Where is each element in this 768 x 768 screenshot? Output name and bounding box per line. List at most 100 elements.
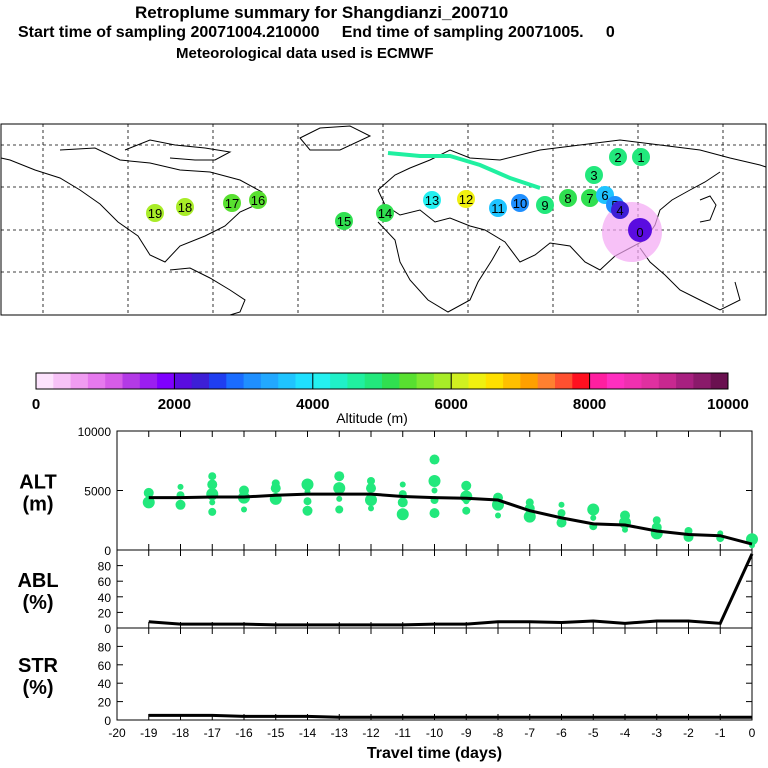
plume-centroid-label: 13 (425, 193, 439, 208)
x-tick-label: -6 (556, 726, 567, 740)
colorbar-cell (537, 373, 556, 389)
colorbar-cell (174, 373, 193, 389)
colorbar-cell (330, 373, 348, 389)
y-tick-label: 20 (98, 696, 112, 710)
met-data-note: Meteorological data used is ECMWF (176, 45, 434, 62)
y-tick-label: 0 (104, 622, 111, 636)
colorbar-cell (433, 373, 452, 389)
altitude-particle-point (241, 506, 247, 513)
plume-centroid-marker (581, 189, 599, 207)
altitude-particle-point (429, 454, 440, 465)
altitude-particle-point (208, 507, 217, 516)
plume-centroid-marker (489, 199, 507, 217)
plume-centroid-label: 0 (636, 225, 643, 240)
plume-centroid-marker (423, 191, 441, 209)
colorbar-tick-label: 4000 (296, 396, 329, 413)
colorbar-cell (226, 373, 245, 389)
colorbar-tick-label: 8000 (573, 396, 606, 413)
plume-centroid-label: 3 (590, 168, 597, 183)
y-tick-label: 20 (98, 606, 112, 620)
colorbar-cell (105, 373, 123, 389)
colorbar-cell (382, 373, 400, 389)
panel-ylabel-unit: (%) (22, 677, 53, 699)
colorbar-cell (641, 373, 660, 389)
sampling-times: Start time of sampling 20071004.210000 E… (18, 24, 615, 41)
x-tick-label: -2 (683, 726, 694, 740)
colorbar-cell (572, 373, 591, 389)
plume-centroid-label: 17 (225, 196, 239, 211)
altitude-particle-point (175, 499, 186, 510)
altitude-particle-point (301, 478, 314, 491)
colorbar-cell (399, 373, 418, 389)
colorbar-tick-label: 0 (32, 396, 40, 413)
altitude-particle-point (142, 496, 155, 509)
panel-ylabel-unit: (%) (22, 592, 53, 614)
y-tick-label: 60 (98, 659, 112, 673)
y-tick-label: 60 (98, 575, 112, 589)
x-tick-label: -16 (235, 726, 253, 740)
y-tick-label: 10000 (78, 425, 112, 439)
colorbar-cell (278, 373, 296, 389)
series-line (148, 492, 753, 546)
plume-centroid-marker (146, 204, 164, 222)
colorbar-cell (157, 373, 175, 389)
x-tick-label: -18 (172, 726, 190, 740)
plume-centroid-marker (376, 204, 394, 222)
colorbar-cell (468, 373, 487, 389)
altitude-particle-point (397, 497, 408, 508)
colorbar-cell (451, 373, 469, 389)
altitude-particle-point (335, 505, 344, 514)
colorbar-cell (710, 373, 729, 389)
colorbar-tick-label: 2000 (158, 396, 191, 413)
x-tick-label: -1 (715, 726, 726, 740)
colorbar-cell (312, 373, 331, 389)
colorbar-tick-label: 6000 (435, 396, 468, 413)
y-tick-label: 40 (98, 677, 112, 691)
x-tick-label: -13 (331, 726, 349, 740)
plume-centroid-label: 19 (148, 206, 162, 221)
plume-centroid-marker (631, 223, 649, 241)
colorbar-cell (658, 373, 677, 389)
colorbar-cell (520, 373, 539, 389)
altitude-particle-point (431, 487, 438, 494)
panel-alt: ALT(m) 10000 5000 0 (19, 425, 758, 558)
colorbar-cell (676, 373, 694, 389)
colorbar-cell (364, 373, 383, 389)
y-tick-label: 40 (98, 591, 112, 605)
altitude-particle-point (208, 472, 217, 481)
plume-centroid-marker (176, 198, 194, 216)
altitude-particle-point (495, 512, 501, 519)
plume-centroid-marker (511, 194, 529, 212)
plume-centroid-marker (335, 212, 353, 230)
x-tick-label: -15 (267, 726, 285, 740)
altitude-particle-point (462, 506, 471, 515)
plume-centroid-marker (457, 190, 475, 208)
plume-centroid-label: 18 (178, 200, 192, 215)
colorbar-cell (555, 373, 573, 389)
altitude-particle-point (461, 480, 472, 491)
altitude-particle-point (333, 482, 346, 495)
time-series-panels: ALT(m)1000050000ABL(%)806040200STR(%)806… (17, 425, 758, 762)
colorbar-cell (122, 373, 141, 389)
colorbar-cell (485, 373, 504, 389)
altitude-particle-point (302, 505, 313, 516)
colorbar-cell (693, 373, 712, 389)
plume-track (387, 151, 541, 190)
series-line (148, 553, 754, 627)
altitude-particle-point (590, 514, 597, 521)
x-tick-label: -3 (651, 726, 662, 740)
plume-centroid-label: 4 (616, 203, 623, 218)
panel-ylabel: STR (18, 655, 59, 677)
colorbar-cell (191, 373, 210, 389)
x-tick-label: -8 (493, 726, 504, 740)
y-tick-label: 80 (98, 560, 112, 574)
plume-centroid-marker (632, 148, 650, 166)
altitude-particle-point (303, 497, 312, 506)
altitude-particle-point (620, 510, 630, 521)
plume-centroid-label: 16 (251, 193, 265, 208)
altitude-particle-point (143, 487, 154, 498)
y-tick-label: 80 (98, 640, 112, 654)
altitude-particle-point (399, 481, 406, 488)
x-tick-label: -7 (524, 726, 535, 740)
